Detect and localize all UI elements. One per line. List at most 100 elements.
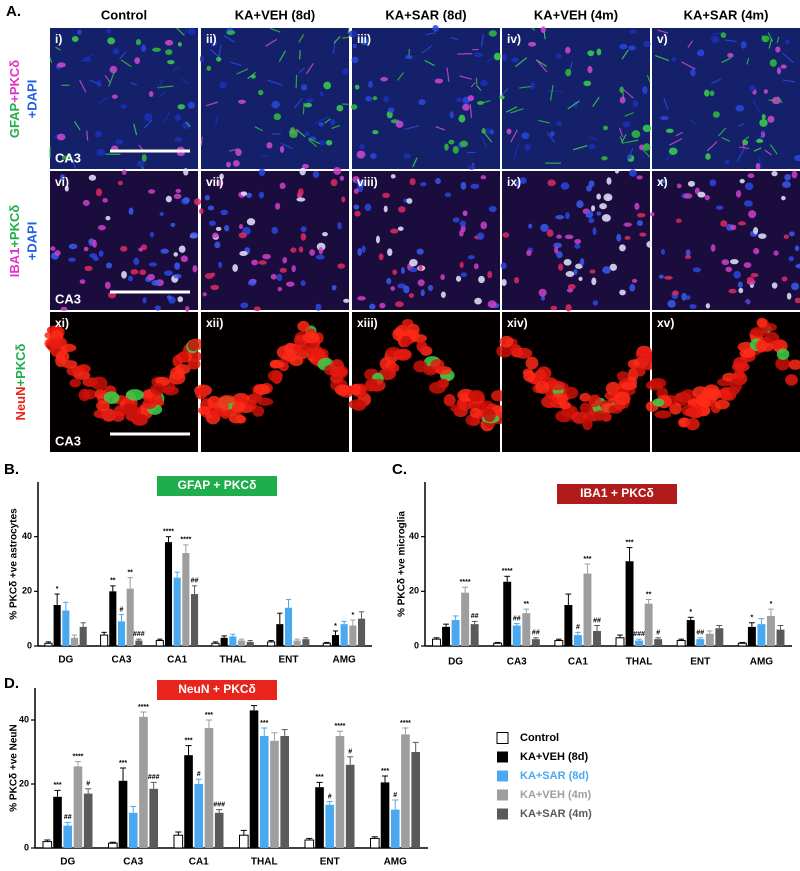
cell (348, 30, 358, 38)
cell (170, 366, 185, 380)
cell (403, 153, 411, 159)
cell (619, 43, 628, 50)
cell (232, 160, 240, 167)
cell (460, 181, 467, 190)
cell (97, 225, 106, 231)
cell (739, 178, 745, 184)
fiber (510, 129, 518, 143)
cell (444, 143, 449, 151)
cell (382, 192, 390, 198)
cell (628, 29, 637, 34)
bar (380, 782, 390, 848)
fiber (308, 139, 317, 147)
cell (397, 283, 406, 289)
cell (760, 342, 774, 352)
legend-label: Control (520, 732, 559, 744)
image-background (50, 28, 198, 169)
fiber (119, 50, 127, 60)
bar (573, 635, 582, 646)
bar (126, 588, 134, 646)
y-tick-label: 40 (19, 714, 29, 724)
bar (654, 639, 663, 646)
cell (684, 254, 692, 259)
cell (354, 84, 360, 90)
panel-number: x) (657, 175, 668, 189)
cell (784, 173, 791, 181)
cell (56, 62, 66, 68)
bar (229, 636, 237, 646)
cell (633, 365, 646, 377)
cell (76, 29, 82, 35)
cell (547, 179, 556, 187)
cell (660, 115, 669, 121)
cell (669, 402, 682, 415)
cell (174, 114, 181, 121)
fiber (73, 120, 81, 131)
cell (341, 196, 346, 203)
cell (756, 317, 768, 328)
cell (330, 119, 336, 126)
fiber (470, 82, 476, 88)
fiber (622, 88, 635, 99)
cell (173, 273, 182, 279)
cell (219, 173, 224, 180)
cell (198, 208, 204, 215)
legend-label: KA+VEH (4m) (520, 789, 592, 801)
cell (756, 138, 764, 143)
significance: **** (180, 537, 191, 544)
stain-label: IBA1+PKCδ (7, 205, 22, 278)
bar (100, 634, 109, 647)
bar (766, 615, 775, 646)
cell (379, 302, 386, 309)
cell (134, 57, 141, 64)
cell (720, 32, 727, 38)
cell (695, 394, 709, 406)
cell (672, 290, 679, 296)
significance: # (348, 749, 352, 756)
cell (579, 258, 585, 266)
cell (417, 279, 425, 287)
fiber (764, 149, 772, 156)
cell (220, 209, 229, 216)
cell (82, 199, 90, 207)
micrograph: viii) (352, 171, 500, 310)
bar (293, 640, 301, 646)
cell (467, 164, 476, 170)
significance: ### (148, 774, 160, 781)
cell (785, 374, 798, 386)
cell (128, 207, 134, 215)
cell (302, 332, 320, 344)
panel-number: ii) (206, 32, 217, 46)
cell (173, 193, 182, 200)
cell (177, 42, 182, 47)
cell (728, 288, 737, 294)
bar (686, 620, 695, 646)
y-tick-label: 20 (22, 586, 32, 596)
fiber (663, 97, 669, 110)
cell (339, 175, 345, 181)
cell (469, 407, 482, 419)
fiber (308, 137, 320, 145)
significance: **** (73, 753, 84, 760)
cell (775, 46, 781, 53)
cell (588, 394, 601, 408)
cell (434, 78, 444, 84)
cell (258, 260, 267, 265)
cell (658, 274, 664, 279)
cell (692, 267, 701, 273)
cell (60, 174, 66, 181)
bar (335, 736, 345, 848)
cell (92, 239, 97, 248)
x-tick-label: ENT (320, 857, 340, 868)
cell (218, 261, 223, 268)
cell (565, 304, 572, 312)
fiber (247, 71, 257, 80)
cell (418, 265, 423, 271)
cell (459, 220, 467, 227)
fiber (342, 36, 350, 39)
significance: ## (593, 617, 601, 624)
cell (788, 256, 795, 262)
cell (64, 185, 69, 192)
y-tick-label: 0 (27, 640, 32, 650)
bar (625, 561, 634, 646)
